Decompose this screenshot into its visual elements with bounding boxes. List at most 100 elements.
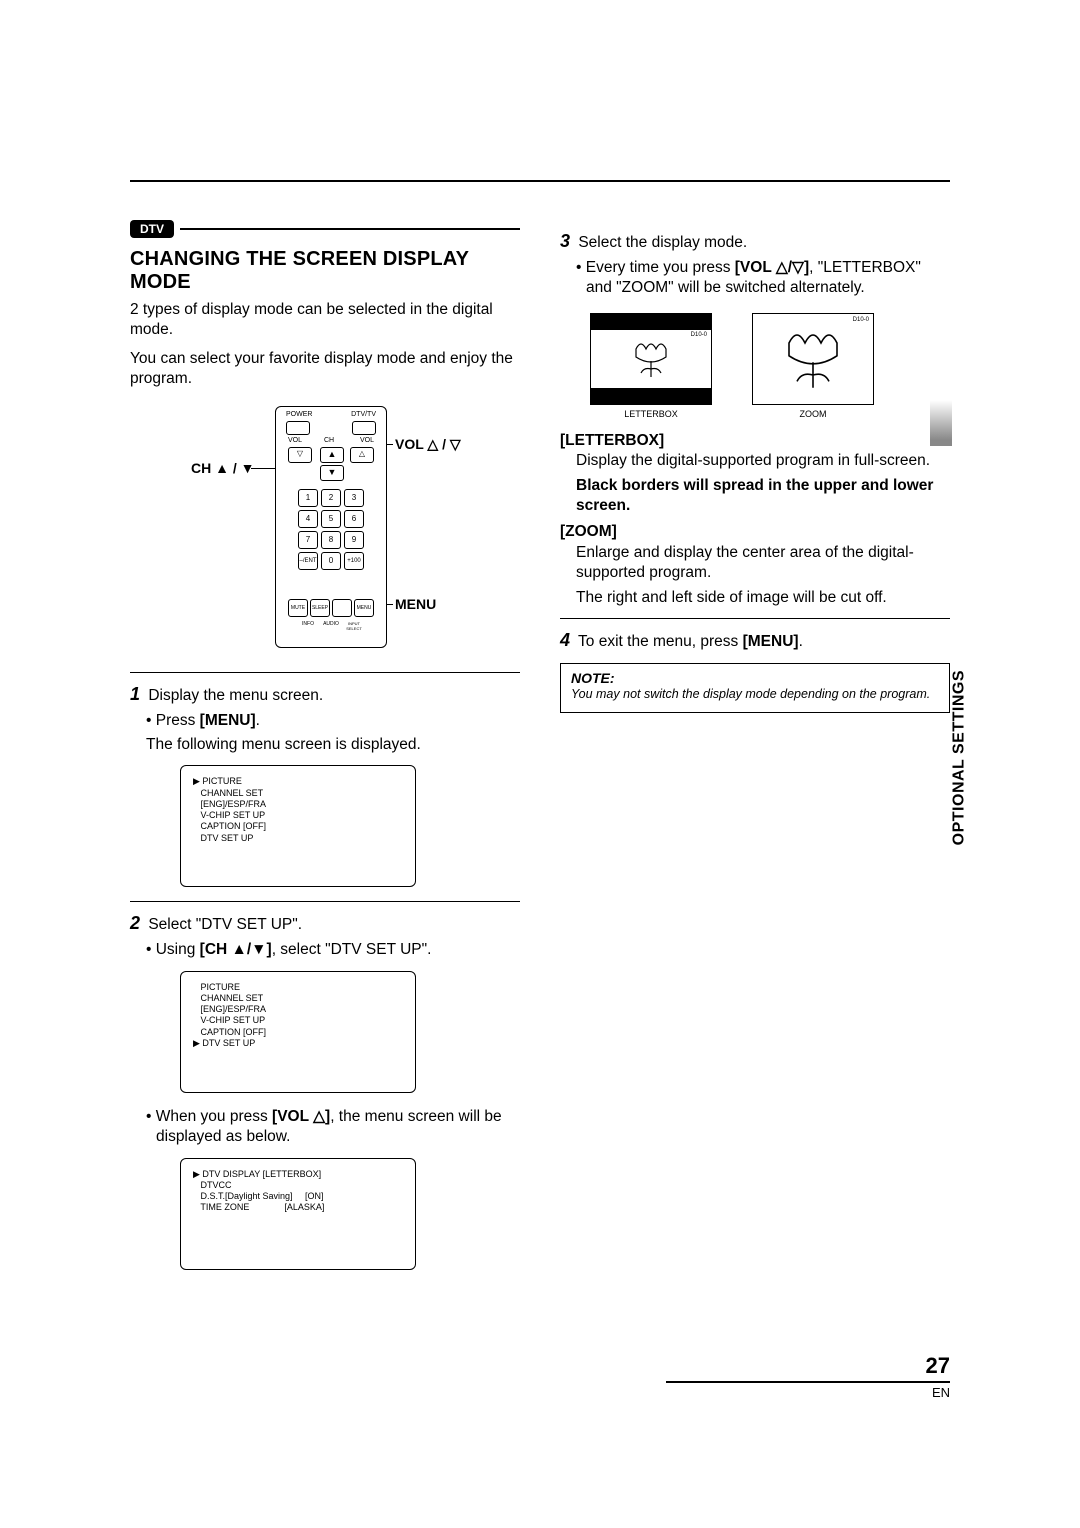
zoom-head: [ZOOM] [560,522,950,542]
tv2-ch: D10-0 [853,317,869,323]
step-3-text: Select the display mode. [578,234,747,251]
label-vol-r: VOL [360,437,374,444]
step-4: 4 To exit the menu, press [MENU]. [560,629,950,653]
step-2-bullet-2: When you press [VOL △], the menu screen … [146,1107,520,1148]
btn-dtvtv [352,421,376,435]
num-5: 5 [321,510,341,528]
m3r3: TIME ZONE [ALASKA] [193,1202,403,1213]
badge-rule [180,228,520,230]
remote-body: POWER DTV/TV VOL CH VOL ▲ ▼ ▽ △ 1 2 3 4 … [275,406,387,648]
tv1-label: LETTERBOX [590,409,712,419]
btn-blank [332,599,352,617]
callout-vol: VOL △ / ▽ [395,436,461,453]
zoom-body-2: The right and left side of image will be… [576,588,950,608]
m3r0: ▶ DTV DISPLAY [LETTERBOX] [193,1169,403,1180]
menu-box-1: ▶ PICTURE CHANNEL SET [ENG]/ESP/FRA V-CH… [180,765,416,887]
m2r2: [ENG]/ESP/FRA [193,1004,403,1015]
num-grid: 1 2 3 4 5 6 7 8 9 –/ENT 0 +100 [298,489,364,570]
tulip-icon-zoom [773,324,853,394]
page-lang: EN [666,1385,950,1400]
s1b1c: . [256,712,260,729]
tv2-label: ZOOM [752,409,874,419]
side-tab-solid [930,440,952,446]
m1r3: V-CHIP SET UP [193,810,403,821]
side-tab: OPTIONAL SETTINGS [930,440,952,700]
tv-frame-zoom: D10-0 [752,313,874,405]
btn-ch-down: ▼ [320,465,344,481]
s3b1b: [VOL △/▽] [735,259,809,276]
label-ch: CH [324,437,334,444]
letterbox-bar-bottom [591,388,711,404]
step-3: 3 Select the display mode. [560,230,950,254]
num-6: 6 [344,510,364,528]
step-4-num: 4 [560,630,570,650]
m2r0: PICTURE [193,982,403,993]
step-1-bullet: Press [MENU]. [146,711,520,731]
m3r2: D.S.T.[Daylight Saving] [ON] [193,1191,403,1202]
remote-diagram: VOL △ / ▽ CH ▲ / ▼ MENU POWER DTV/TV VOL… [195,406,455,656]
divider-2 [130,901,520,902]
label-dtvtv: DTV/TV [351,411,376,418]
m1r0: ▶ PICTURE [193,776,403,787]
btn-vol-up: △ [350,447,374,463]
tv-zoom: D10-0 ZOOM [752,313,874,419]
callout-menu: MENU [395,596,436,612]
letterbox-bold: Black borders will spread in the upper a… [576,476,950,517]
num-4: 4 [298,510,318,528]
intro-2: You can select your favorite display mod… [130,349,520,390]
s2b1a: Using [156,941,200,958]
side-tab-fade [930,400,952,440]
m1r2: [ENG]/ESP/FRA [193,799,403,810]
row4: MUTE SLEEP MENU [288,599,374,617]
m3r1: DTVCC [193,1180,403,1191]
top-rule [130,180,950,182]
num-100: +100 [344,552,364,570]
label-power: POWER [286,411,312,418]
divider-1 [130,672,520,673]
m2r5: ▶ DTV SET UP [193,1038,403,1049]
step-2: 2 Select "DTV SET UP". [130,912,520,936]
lbl-info: INFO [298,621,318,631]
row4b: INFO AUDIO INPUT SELECT [298,621,364,631]
num-ent: –/ENT [298,552,318,570]
s4a: To exit the menu, press [578,633,743,650]
note-title: NOTE: [571,670,939,686]
step-3-bullet: Every time you press [VOL △/▽], "LETTERB… [576,258,950,299]
num-7: 7 [298,531,318,549]
step-3-num: 3 [560,231,570,251]
s4c: . [799,633,803,650]
page: DTV CHANGING THE SCREEN DISPLAY MODE 2 t… [130,180,950,1440]
btn-sleep: SLEEP [310,599,330,617]
tv-pair: D10-0 LETTERBOX D10-0 ZOOM [590,313,950,419]
m2r1: CHANNEL SET [193,993,403,1004]
s3b1a: Every time you press [586,259,735,276]
step-2-text: Select "DTV SET UP". [148,916,302,933]
s2b2b: [VOL △] [272,1108,330,1125]
callout-ch: CH ▲ / ▼ [191,460,255,476]
step-1-after: The following menu screen is displayed. [146,735,520,755]
page-number: 27 [666,1353,950,1383]
dtv-badge: DTV [130,220,174,238]
btn-menu: MENU [354,599,374,617]
btn-vol-down: ▽ [288,447,312,463]
intro-1: 2 types of display mode can be selected … [130,300,520,341]
badge-line: DTV [130,220,520,238]
num-2: 2 [321,489,341,507]
page-number-block: 27 EN [666,1353,950,1400]
m1r4: CAPTION [OFF] [193,821,403,832]
note-body: You may not switch the display mode depe… [571,686,939,702]
m1r5: DTV SET UP [193,833,403,844]
s4b: [MENU] [743,633,799,650]
side-tab-text: OPTIONAL SETTINGS [950,670,968,845]
letterbox-bar-top [591,314,711,330]
right-column: 3 Select the display mode. Every time yo… [560,220,950,713]
s1b1b: [MENU] [200,712,256,729]
num-9: 9 [344,531,364,549]
letterbox-body: Display the digital-supported program in… [576,451,950,471]
label-vol-l: VOL [288,437,302,444]
num-0: 0 [321,552,341,570]
tv-letterbox: D10-0 LETTERBOX [590,313,712,419]
step-1: 1 Display the menu screen. [130,683,520,707]
num-1: 1 [298,489,318,507]
tv1-ch: D10-0 [691,332,707,338]
